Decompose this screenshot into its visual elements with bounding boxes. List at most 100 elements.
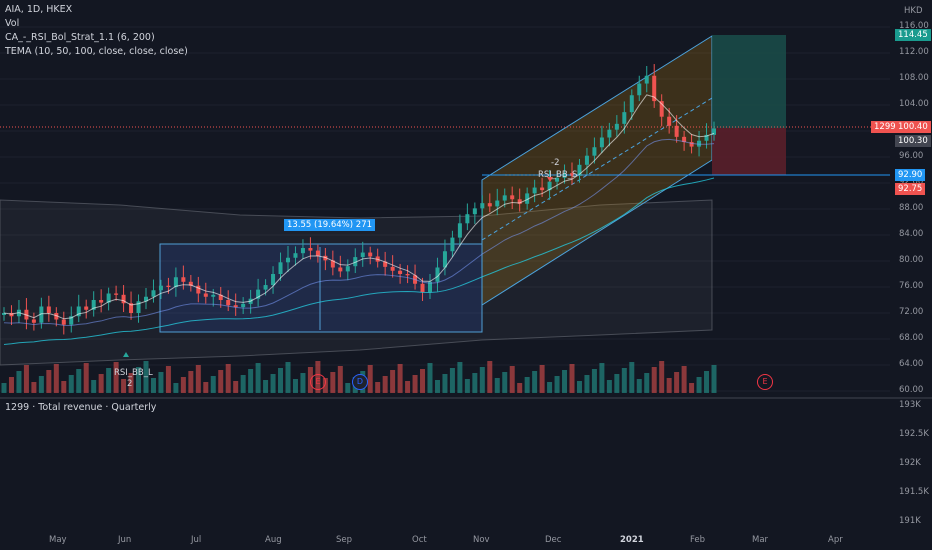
legend-tema[interactable]: TEMA (10, 50, 100, close, close, close)	[5, 46, 188, 57]
volume-bar	[180, 377, 186, 393]
candle-body	[226, 300, 231, 306]
earnings-event-icon-upcoming[interactable]: E	[757, 374, 773, 390]
volume-bar	[420, 369, 426, 393]
volume-bar	[614, 374, 620, 393]
candle-body	[428, 281, 432, 293]
volume-bar	[659, 361, 665, 393]
volume-bar	[412, 375, 418, 393]
candle-body	[106, 293, 111, 303]
revenue-tick: 191K	[899, 516, 921, 526]
candle-body	[241, 303, 246, 308]
volume-bar	[651, 367, 657, 393]
legend-volume[interactable]: Vol	[5, 18, 20, 29]
time-tick: Jun	[118, 535, 132, 545]
candle-body	[158, 285, 163, 291]
candle-body	[166, 285, 171, 287]
level-price-label: 92.90	[895, 169, 926, 181]
candle-body	[308, 248, 313, 251]
candle-body	[151, 290, 156, 297]
volume-bar	[98, 374, 104, 393]
revenue-tick: 191.5K	[899, 487, 929, 497]
volume-bar	[292, 379, 298, 393]
price-tick: 108.00	[899, 73, 929, 83]
candle-body	[300, 248, 305, 254]
volume-bar	[143, 361, 149, 393]
legend-strategy[interactable]: CA_-_RSI_Bol_Strat_1.1 (6, 200)	[5, 32, 155, 43]
candle-body	[360, 252, 365, 258]
price-tick: 92.00	[899, 177, 924, 187]
candle-body	[570, 173, 574, 176]
candle-body	[629, 95, 634, 113]
volume-bar	[150, 378, 156, 393]
candle-body	[398, 270, 403, 274]
buy-signal-count: 2	[127, 379, 133, 389]
candle-body	[39, 306, 44, 323]
time-tick: Nov	[473, 535, 490, 545]
earnings-event-icon[interactable]: E	[310, 374, 326, 390]
legend-symbol[interactable]: AIA, 1D, HKEX	[5, 4, 73, 15]
candle-body	[577, 164, 582, 176]
candle-body	[69, 316, 74, 325]
candle-body	[338, 267, 343, 272]
volume-bar	[218, 370, 224, 393]
candle-body	[129, 303, 134, 313]
candle-body	[256, 289, 261, 299]
candle-body	[263, 285, 268, 290]
volume-bar	[91, 380, 97, 393]
volume-bar	[1, 383, 7, 393]
price-tick: 80.00	[899, 255, 924, 265]
candle-body	[114, 293, 119, 295]
candle-body	[211, 294, 216, 297]
volume-bar	[434, 380, 440, 393]
candle-body	[525, 193, 530, 204]
candle-body	[465, 214, 470, 224]
volume-bar	[173, 383, 179, 393]
pane-divider	[0, 397, 932, 399]
volume-bar	[53, 364, 59, 393]
volume-bar	[278, 368, 284, 393]
candle-body	[61, 319, 66, 325]
candle-body	[323, 255, 328, 261]
volume-bar	[38, 376, 44, 393]
stop-price-label: 92.75	[895, 183, 926, 195]
candle-body	[2, 313, 6, 315]
time-tick: Apr	[828, 535, 843, 545]
candle-body	[659, 101, 664, 117]
sell-signal-label: RSI_BB_S	[538, 170, 578, 180]
volume-bar	[405, 381, 411, 393]
volume-bar	[68, 375, 74, 393]
candle-body	[540, 187, 545, 191]
volume-bar	[472, 373, 478, 393]
volume-bar	[16, 371, 22, 393]
candle-body	[233, 305, 238, 308]
candle-body	[54, 313, 59, 320]
stop-zone	[712, 128, 786, 175]
bollinger-band	[0, 199, 713, 366]
time-tick: Mar	[752, 535, 769, 545]
revenue-pane-title[interactable]: 1299 · Total revenue · Quarterly	[5, 402, 157, 413]
volume-bar	[46, 370, 52, 393]
candle-body	[442, 251, 447, 268]
candle-body	[345, 266, 350, 272]
candle-body	[188, 281, 193, 286]
volume-bar	[591, 369, 597, 393]
candle-body	[562, 173, 567, 178]
candle-body	[196, 285, 201, 294]
candle-body	[510, 195, 515, 200]
time-tick: May	[49, 535, 67, 545]
volume-bar	[517, 383, 523, 393]
volume-bar	[106, 368, 112, 393]
candle-body	[278, 262, 283, 274]
volume-bar	[322, 378, 328, 393]
candle-body	[532, 187, 537, 194]
candle-body	[353, 257, 358, 267]
dividend-event-icon[interactable]: D	[352, 374, 368, 390]
volume-bar	[203, 382, 209, 393]
volume-bar	[83, 363, 89, 393]
candle-body	[31, 319, 36, 323]
volume-bar	[494, 378, 500, 393]
volume-bar	[248, 369, 254, 393]
volume-bar	[121, 379, 127, 393]
time-tick: Oct	[412, 535, 427, 545]
